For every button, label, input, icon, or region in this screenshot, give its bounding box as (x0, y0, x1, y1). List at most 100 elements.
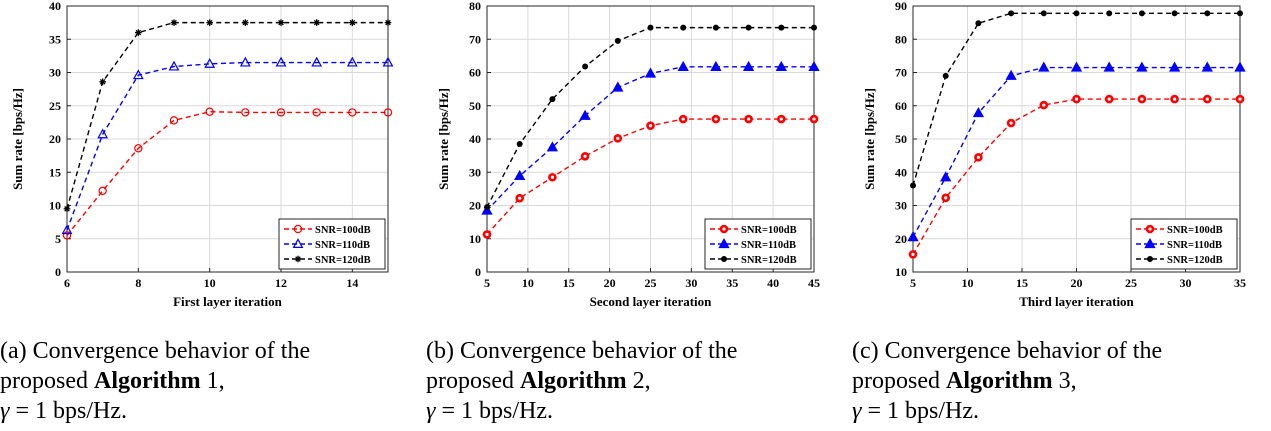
series-3-point-4 (206, 19, 213, 26)
chart-panel-c: 5 10 15 20 25 30 35 10 20 30 40 50 60 70 80 90 Third lay… (852, 0, 1262, 431)
y-tick-label-1: 5 (55, 232, 61, 246)
legend-item-1: SNR=100dB (284, 224, 371, 236)
series-3-point-8 (745, 24, 752, 31)
legend-item-3: SNR=120dB (710, 255, 797, 266)
x-tick-label-4: 25 (645, 276, 657, 290)
series-3-point-2 (135, 29, 142, 36)
y-tick-label-4: 40 (469, 132, 481, 146)
legend-marker-1 (293, 224, 303, 234)
series-2 (481, 60, 820, 215)
series-2-point-1 (97, 128, 109, 139)
series-2-point-2 (132, 69, 144, 80)
legend-item-1: SNR=100dB (1136, 224, 1223, 236)
y-tick-label-5: 25 (49, 99, 61, 113)
series-1-point-0-center (911, 252, 915, 256)
series-1-point-9-center (1205, 97, 1209, 101)
x-tick-label-2: 10 (204, 276, 216, 290)
y-tick-label-7: 80 (895, 32, 907, 46)
y-tick-label-8: 80 (469, 0, 481, 13)
y-tick-label-5: 50 (469, 99, 481, 113)
x-axis-label: Second layer iteration (590, 294, 713, 309)
legend-marker-1-center (1148, 227, 1152, 231)
series-3-point-0 (63, 205, 71, 213)
y-tick-label-0: 10 (895, 265, 907, 279)
series-3-point-1 (516, 140, 523, 147)
series-2-point-1 (514, 169, 526, 181)
legend-item-3: SNR=120dB (284, 255, 371, 266)
series-1-point-1-center (518, 196, 522, 200)
series-1-point-3 (169, 116, 179, 125)
series-2-point-3 (579, 109, 591, 120)
series-1-point-4-center (616, 136, 620, 140)
y-tick-label-6: 30 (49, 66, 61, 80)
series-1-point-10-center (1238, 97, 1242, 101)
series-1-point-9 (383, 108, 393, 117)
legend: SNR=100dB SNR=110dB SNR=120dB (704, 218, 812, 270)
series-2-point-8 (1168, 61, 1181, 72)
series-2-point-9 (382, 56, 394, 67)
legend-label-1: SNR=100dB (741, 225, 797, 236)
legend-marker-3 (1147, 256, 1153, 262)
caption-c-gamma: γ (852, 398, 862, 424)
series-3-point-5 (242, 19, 249, 26)
y-tick-label-4: 20 (49, 132, 61, 146)
series-3-point-5 (647, 24, 654, 31)
series-3-point-2 (975, 20, 982, 27)
series-3-line (66, 21, 388, 210)
legend-label-2: SNR=110dB (741, 240, 796, 251)
y-axis-label: Sum rate [bps/Hz] (10, 88, 25, 190)
series-1-point-5-center (1074, 97, 1079, 101)
series-3-point-3 (1008, 10, 1015, 17)
y-tick-label-5: 60 (895, 99, 907, 113)
y-tick-label-2: 30 (895, 199, 907, 213)
x-tick-label-4: 14 (346, 276, 358, 290)
y-tick-label-2: 20 (469, 199, 481, 213)
x-tick-label-2: 15 (563, 276, 575, 290)
x-tick-label-3: 12 (275, 276, 287, 290)
series-2-point-4 (1038, 61, 1050, 72)
series-3-point-10 (811, 24, 817, 31)
series-3-point-8 (1171, 10, 1178, 17)
caption-a-proposed: proposed (0, 368, 94, 394)
series-1-point-8-center (1173, 97, 1177, 101)
series-2-point-10 (808, 60, 820, 71)
series-2-point-4 (204, 58, 216, 68)
series-1 (482, 114, 819, 239)
legend-marker-1-center (722, 227, 726, 231)
series-3-point-0 (484, 204, 490, 211)
caption-c-gamma-value: = 1 bps/Hz. (861, 398, 979, 424)
series-2-point-5 (644, 67, 657, 78)
caption-b-algorithm: Algorithm (519, 368, 627, 394)
series-2-point-1 (940, 171, 952, 182)
x-tick-label-1: 10 (962, 276, 974, 290)
x-tick-label-3: 20 (604, 276, 616, 290)
caption-a-line3: γ = 1 bps/Hz. (0, 396, 410, 426)
x-tick-label-7: 40 (767, 276, 779, 290)
legend-marker-3 (294, 255, 302, 263)
series-2-point-3 (1005, 69, 1017, 80)
series-1-point-0-center (485, 232, 489, 237)
series-2-point-7 (311, 56, 323, 67)
y-tick-label-2: 10 (49, 199, 61, 213)
y-axis-label: Sum rate [bps/Hz] (862, 88, 877, 190)
caption-a: (a) Convergence behavior of the proposed… (0, 336, 410, 426)
caption-a-line2: proposed Algorithm 1, (0, 366, 410, 396)
x-axis-label: First layer iteration (173, 294, 283, 309)
chart-a-svg: 6 8 10 12 14 0 5 10 15 20 25 30 35 40 First layer iter… (10, 0, 394, 309)
caption-c-alg-number: 3, (1052, 368, 1077, 394)
y-tick-label-3: 15 (49, 165, 61, 179)
series-1-point-4 (205, 107, 214, 116)
y-tick-label-1: 20 (895, 232, 907, 246)
series-3-point-9 (778, 24, 785, 31)
series-2-point-7 (1136, 61, 1148, 72)
chart-b-svg: 5 10 15 20 25 30 35 40 45 0 10 20 30 40 50 60 70 80 Second… (436, 0, 820, 309)
series-3-point-7 (712, 24, 719, 31)
caption-a-algorithm: Algorithm (93, 368, 201, 394)
y-tick-label-7: 35 (49, 32, 61, 46)
series-2-point-10 (1234, 61, 1246, 72)
series-3-point-7 (313, 19, 320, 26)
series-3-point-6 (680, 24, 687, 31)
y-tick-label-4: 50 (895, 132, 907, 146)
x-tick-label-4: 25 (1125, 276, 1137, 290)
chart-panel-b: 5 10 15 20 25 30 35 40 45 0 10 20 30 40 50 60 70 80 Second… (426, 0, 836, 431)
